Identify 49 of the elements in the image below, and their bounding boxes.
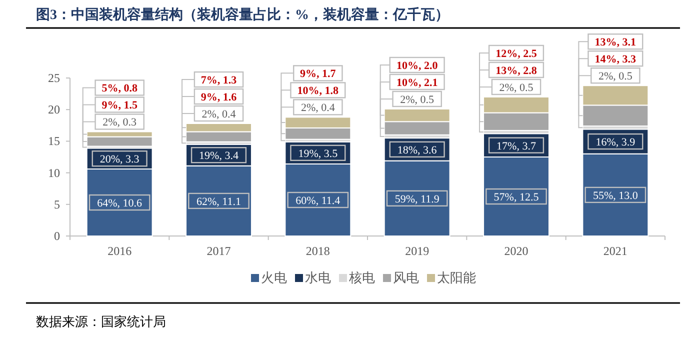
x-tick-label: 2018 [306,244,330,258]
data-label: 17%, 3.7 [496,140,536,152]
data-label: 9%, 1.7 [300,68,336,80]
data-label: 64%, 10.6 [97,198,143,210]
data-label: 57%, 12.5 [494,192,540,204]
data-label: 10%, 2.0 [396,60,438,72]
y-tick-label: 20 [48,102,60,117]
x-tick-label: 2019 [405,244,430,258]
y-tick-label: 10 [48,166,60,180]
data-label: 13%, 2.8 [496,64,538,77]
x-tick-label: 2017 [206,244,231,258]
data-label: 19%, 3.4 [199,150,239,162]
x-tick-label: 2016 [108,244,132,258]
legend-label: 核电 [348,270,375,285]
data-label: 16%, 3.9 [596,136,636,149]
data-label: 2%, 0.5 [400,94,435,106]
data-label: 2%, 0.3 [102,116,138,129]
source-note: 数据来源：国家统计局 [36,314,166,329]
data-label: 2%, 0.5 [499,82,534,94]
data-label: 60%, 11.4 [296,194,341,207]
data-label: 10%, 2.1 [396,76,438,89]
data-label: 5%, 0.8 [102,82,138,95]
data-label: 2%, 0.4 [300,102,336,114]
data-label: 9%, 1.6 [200,92,238,104]
legend-label: 风电 [393,270,419,285]
data-label: 10%, 1.8 [297,85,340,98]
data-label: 7%, 1.3 [200,74,238,87]
legend-label: 水电 [305,270,331,285]
legend-label: 太阳能 [437,270,476,285]
data-label: 59%, 11.9 [394,193,440,206]
data-label: 20%, 3.3 [100,154,140,166]
chart-title: 图3：中国装机容量结构（装机容量占比：%，装机容量：亿千瓦） [36,6,449,23]
data-label: 14%, 3.3 [594,54,637,66]
data-label: 62%, 11.1 [196,196,242,208]
data-label: 19%, 3.5 [298,148,338,160]
y-tick-label: 15 [48,134,60,148]
data-label: 2%, 0.4 [202,108,236,121]
data-label: 12%, 2.5 [496,48,538,60]
data-label: 18%, 3.6 [397,144,438,156]
y-tick-label: 5 [54,197,60,212]
y-tick-label: 0 [54,229,60,243]
legend-label: 火电 [261,270,287,285]
data-label: 9%, 1.5 [102,100,138,112]
data-label: 13%, 3.1 [594,36,636,49]
x-tick-label: 2021 [603,244,628,258]
y-tick-label: 25 [48,71,60,85]
data-label: 55%, 13.0 [592,190,638,202]
x-tick-label: 2020 [504,244,528,258]
data-label: 2%, 0.5 [598,70,633,83]
